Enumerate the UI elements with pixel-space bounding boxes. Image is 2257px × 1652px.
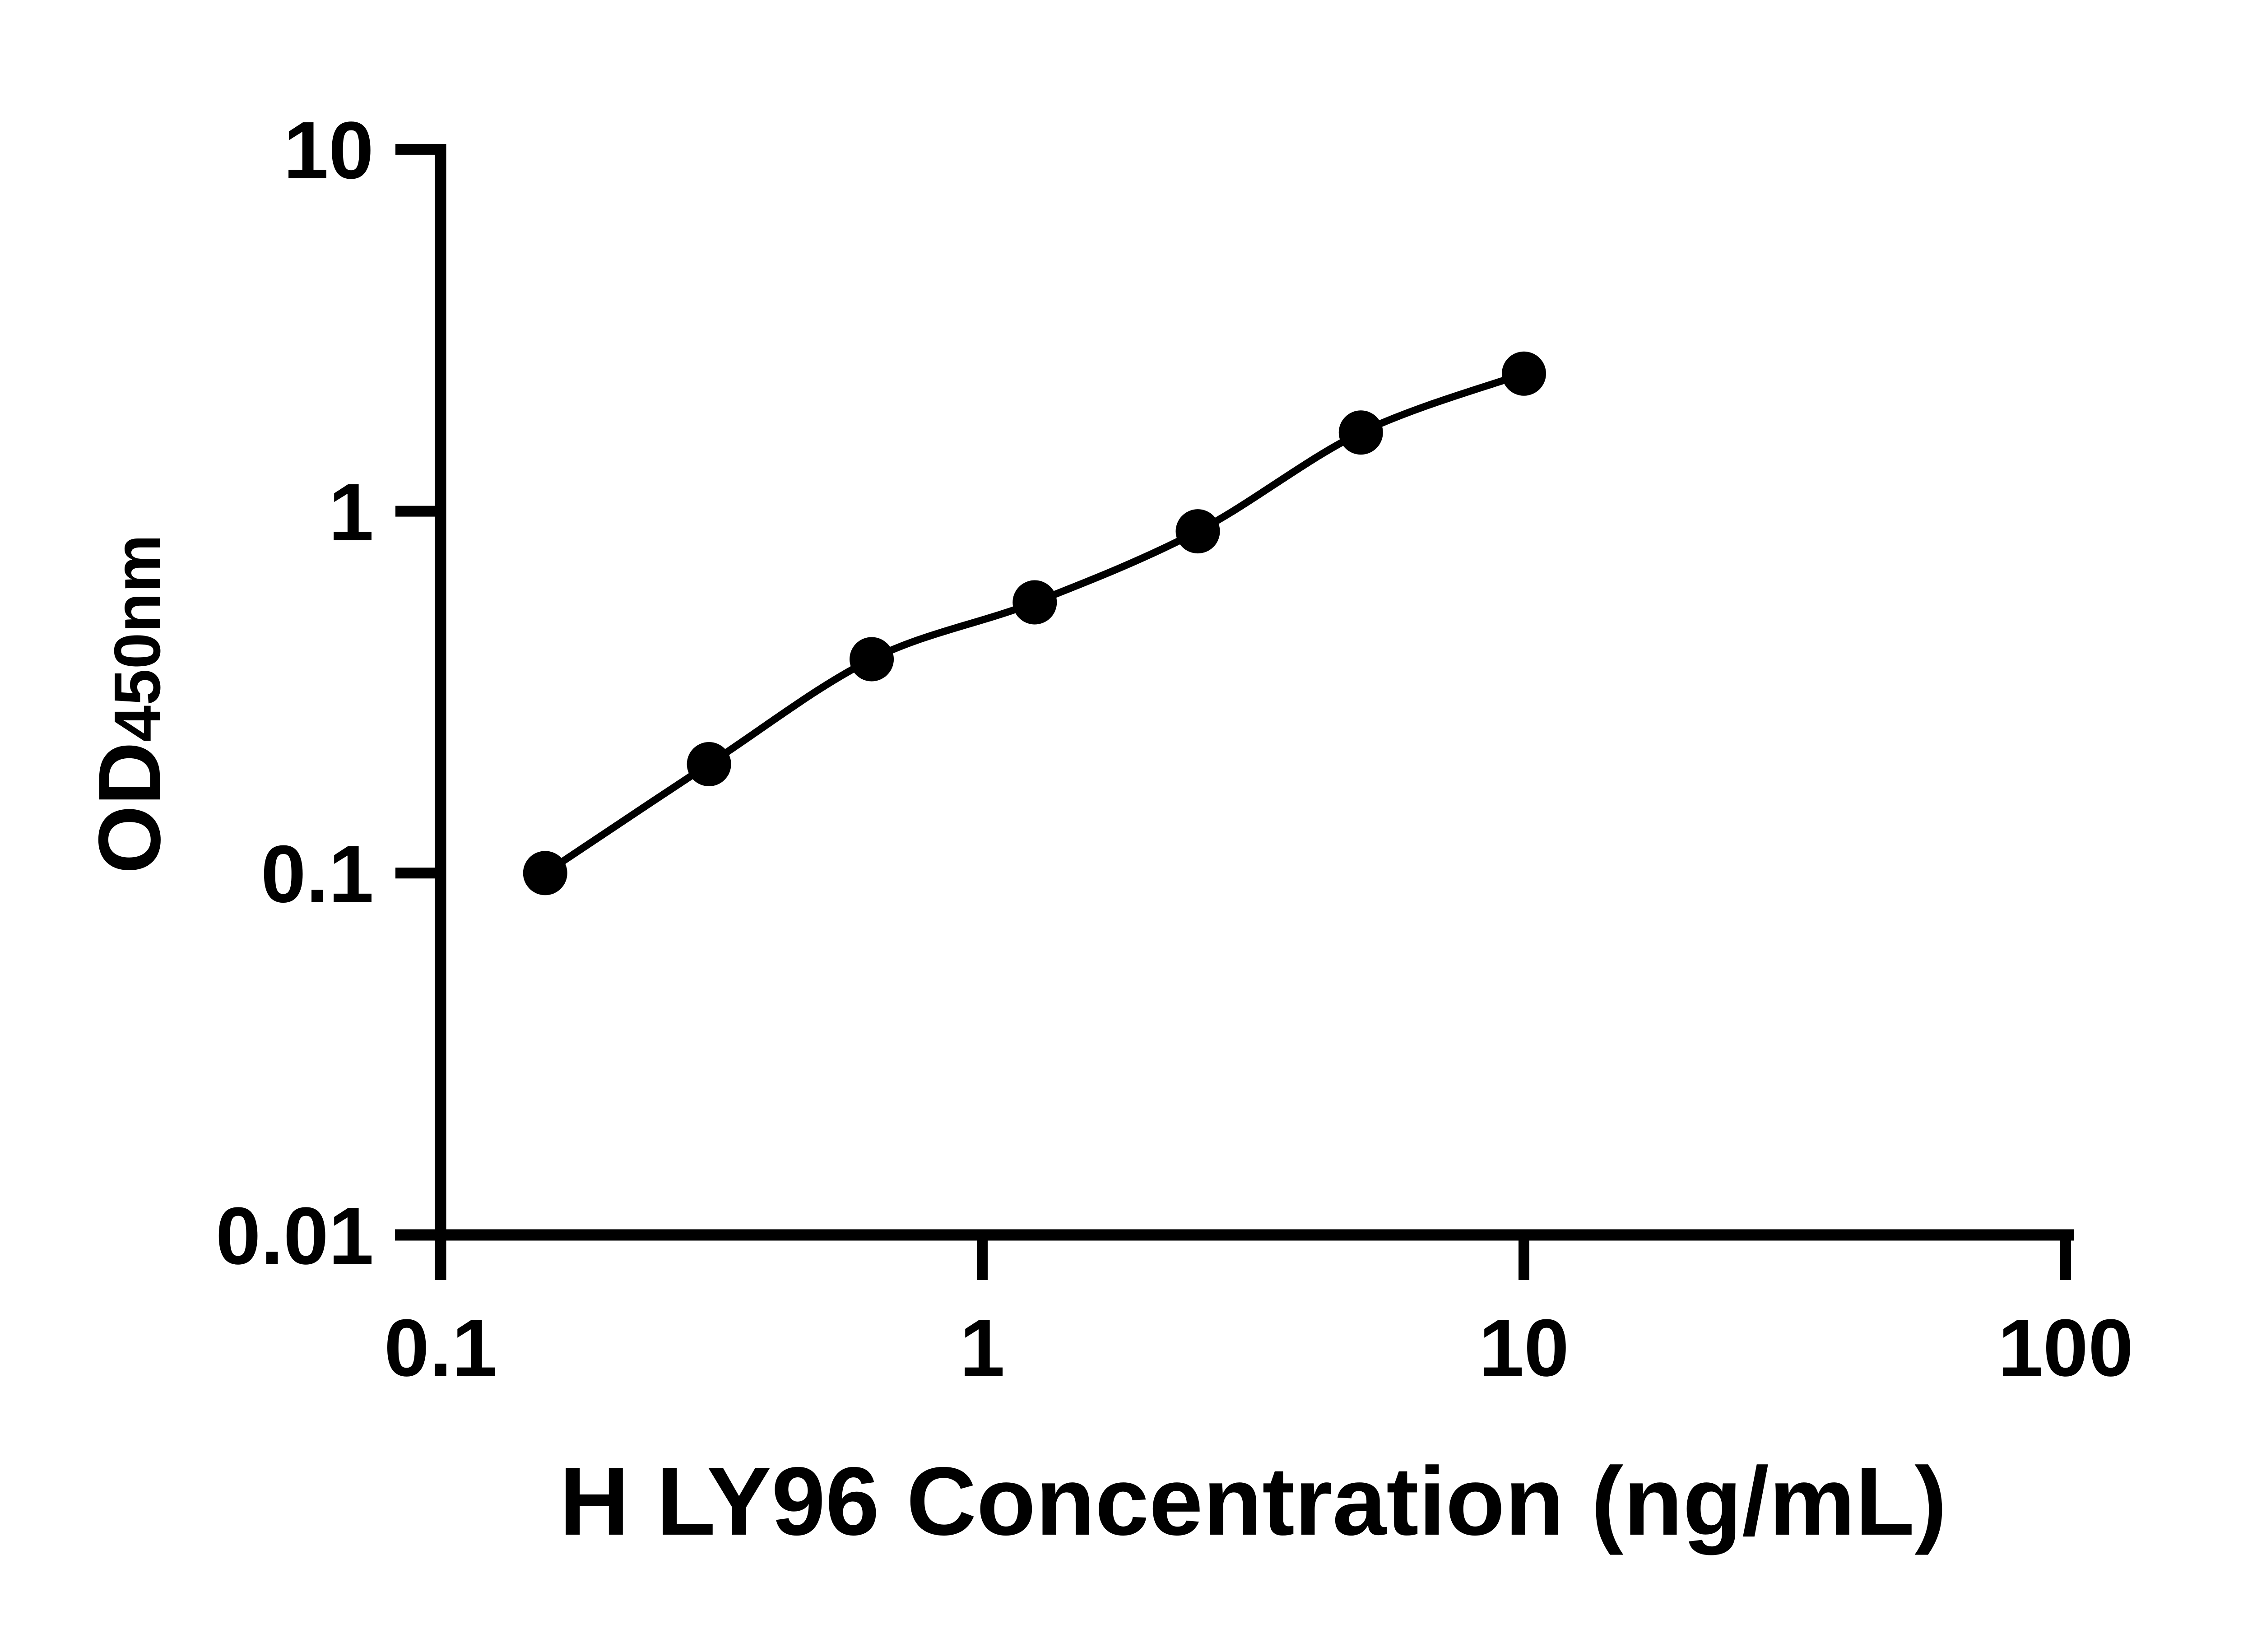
data-point [850, 637, 894, 682]
x-axis-title: H LY96 Concentration (ng/mL) [559, 1447, 1947, 1555]
data-point [1502, 351, 1546, 396]
y-axis-tick-labels: 0.01 0.1 1 10 [216, 105, 374, 1281]
y-axis-title: OD450nm [80, 534, 179, 874]
axes [395, 144, 2074, 1280]
data-point [1012, 580, 1057, 625]
x-tick-label-1: 1 [960, 1303, 1005, 1393]
y-axis-title-main: OD [80, 742, 179, 874]
y-axis-title-subscript: 450nm [101, 534, 174, 742]
y-tick-label-1: 1 [329, 467, 374, 558]
data-point [687, 742, 731, 786]
data-point [1175, 509, 1220, 554]
x-axis-tick-labels: 0.1 1 10 100 [384, 1303, 2133, 1393]
x-tick-label-0.1: 0.1 [384, 1303, 497, 1393]
data-point [523, 851, 567, 896]
data-point [1338, 410, 1383, 455]
x-tick-label-10: 10 [1479, 1303, 1569, 1393]
y-tick-label-0.01: 0.01 [216, 1191, 374, 1281]
y-tick-label-10: 10 [283, 105, 374, 196]
x-tick-label-100: 100 [1998, 1303, 2133, 1393]
x-axis-ticks [435, 1235, 2071, 1280]
data-points [523, 351, 1546, 896]
y-axis-ticks [395, 144, 441, 1240]
y-tick-label-0.1: 0.1 [261, 829, 374, 919]
